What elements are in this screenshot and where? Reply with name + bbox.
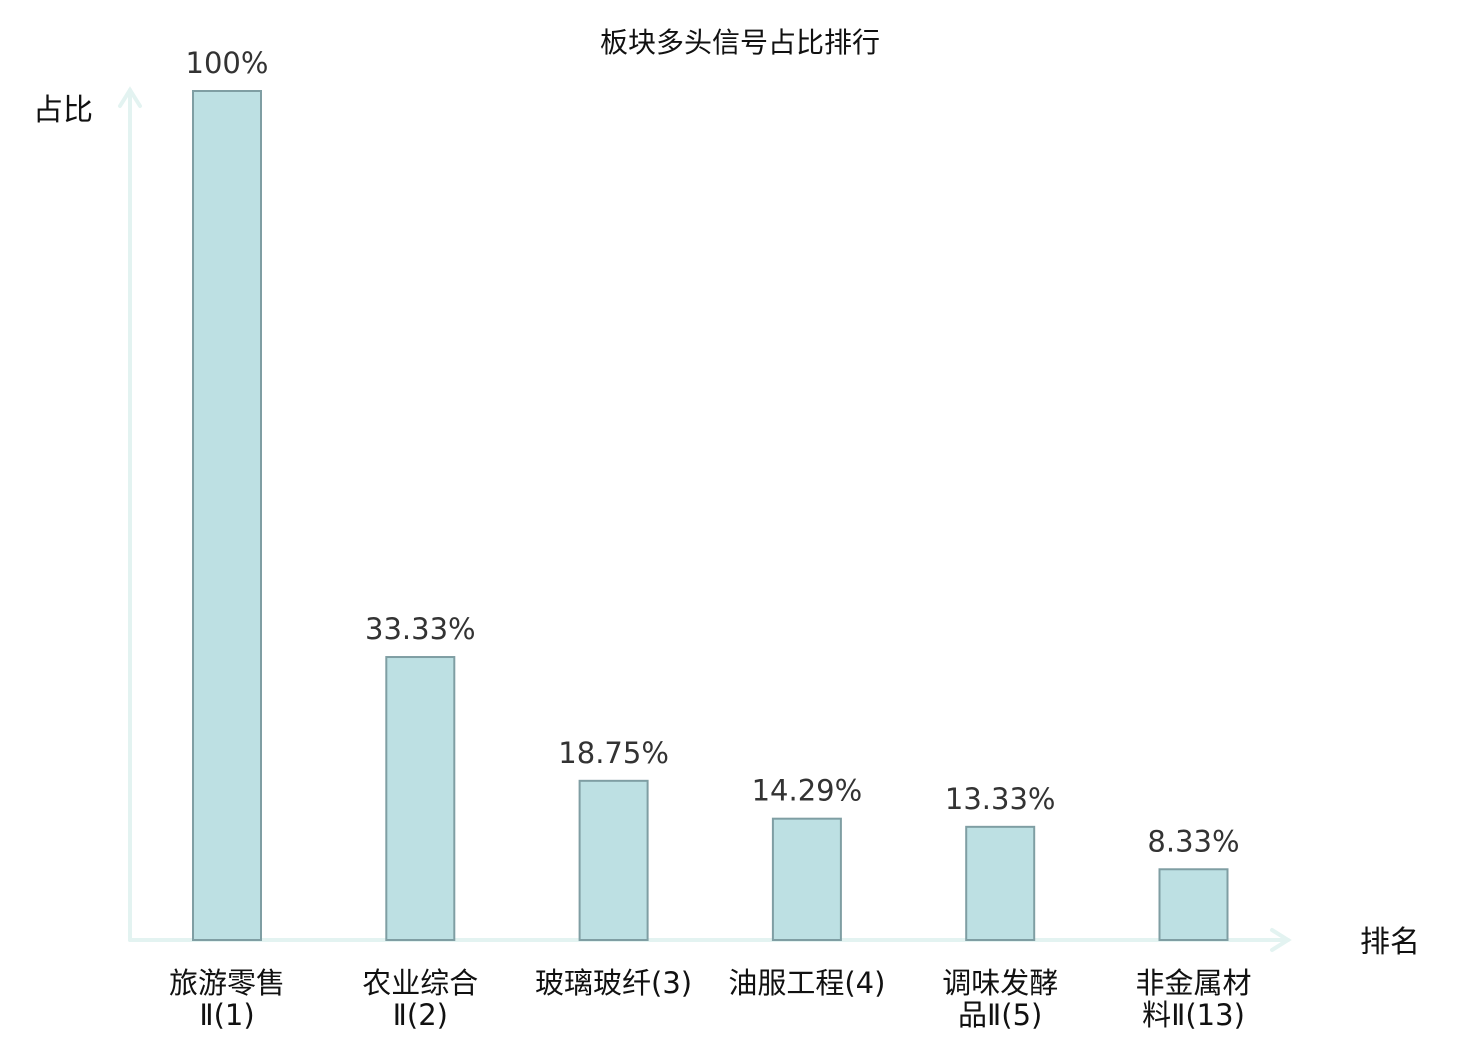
category-labels: 旅游零售 Ⅱ(1) 农业综合 Ⅱ(2) 玻璃玻纤(3) 油服工程(4) 调味发酵品Ⅱ(5) 非… bbox=[169, 966, 1252, 1032]
bar bbox=[771, 817, 842, 942]
category-tick-label: 油服工程(4) bbox=[728, 966, 885, 1000]
category-tick-label: 调味发酵品Ⅱ(5) bbox=[942, 966, 1058, 1032]
value-labels: 100% 33.33% 18.75% 14.29% 13.33% 8.33% bbox=[186, 46, 1240, 858]
bar-value-label: 33.33% bbox=[365, 612, 476, 646]
chart-title: 板块多头信号占比排行 bbox=[600, 26, 880, 59]
bar bbox=[1158, 868, 1229, 942]
category-tick-label: 玻璃玻纤(3) bbox=[535, 966, 692, 1000]
bar-value-label: 14.29% bbox=[752, 774, 863, 808]
bar-value-label: 18.75% bbox=[558, 736, 669, 770]
x-axis-label: 排名 bbox=[1360, 925, 1420, 960]
bar bbox=[578, 779, 649, 941]
bar-value-label: 13.33% bbox=[945, 782, 1056, 816]
y-axis-label: 占比 bbox=[33, 93, 93, 128]
bar bbox=[385, 656, 456, 942]
bar-value-label: 8.33% bbox=[1147, 824, 1239, 858]
category-tick-label: 非金属材料Ⅱ(13) bbox=[1135, 966, 1251, 1032]
bar bbox=[965, 825, 1036, 942]
bar-value-label: 100% bbox=[186, 46, 269, 80]
category-tick-label: 农业综合 Ⅱ(2) bbox=[362, 966, 478, 1032]
y-axis-arrow bbox=[118, 86, 142, 108]
category-tick-label: 旅游零售 Ⅱ(1) bbox=[169, 966, 285, 1032]
bars bbox=[192, 90, 1229, 942]
x-axis-arrow bbox=[1270, 928, 1292, 952]
axes bbox=[118, 86, 1292, 952]
bar bbox=[192, 90, 262, 941]
